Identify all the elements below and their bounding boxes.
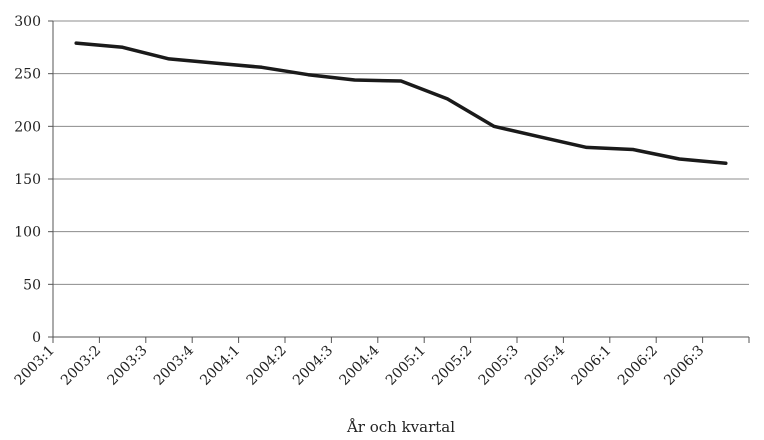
x-tick-label: 2006:3 (661, 343, 707, 389)
y-tick-label: 250 (14, 67, 41, 83)
x-axis-title: År och kvartal (346, 418, 455, 436)
y-tick-labels: 0 50 100 150 200 250 300 (14, 14, 41, 346)
x-tick-label: 2003:3 (104, 343, 150, 389)
axes (48, 20, 750, 343)
y-tick-label: 50 (23, 277, 41, 293)
x-tick-label: 2005:3 (476, 343, 522, 389)
x-tick-label: 2003:4 (151, 342, 197, 388)
y-tick-label: 0 (32, 330, 41, 346)
x-tick-label: 2003:2 (58, 343, 104, 389)
x-tick-label: 2005:1 (383, 343, 429, 389)
y-tick-label: 200 (14, 119, 41, 135)
x-tick-label: 2004:1 (197, 343, 243, 389)
x-tick-label: 2006:2 (615, 343, 661, 389)
y-tick-label: 300 (14, 14, 41, 30)
series-line (74, 41, 728, 165)
y-tick-label: 150 (14, 172, 41, 188)
x-tick-labels: 2003:1 2003:2 2003:3 2003:4 2004:1 2004:2 2004… (12, 342, 708, 388)
x-tick-label: 2005:4 (522, 342, 568, 388)
y-tick-label: 100 (14, 225, 41, 241)
series-lines (74, 41, 728, 165)
x-tick-label: 2003:1 (12, 343, 58, 389)
x-tick-label: 2004:3 (290, 343, 336, 389)
x-tick-label: 2004:2 (244, 343, 290, 389)
x-tick-label: 2005:2 (429, 343, 475, 389)
grid-lines (53, 20, 749, 285)
x-tick-label: 2004:4 (336, 342, 382, 388)
x-tick-label: 2006:1 (568, 343, 614, 389)
